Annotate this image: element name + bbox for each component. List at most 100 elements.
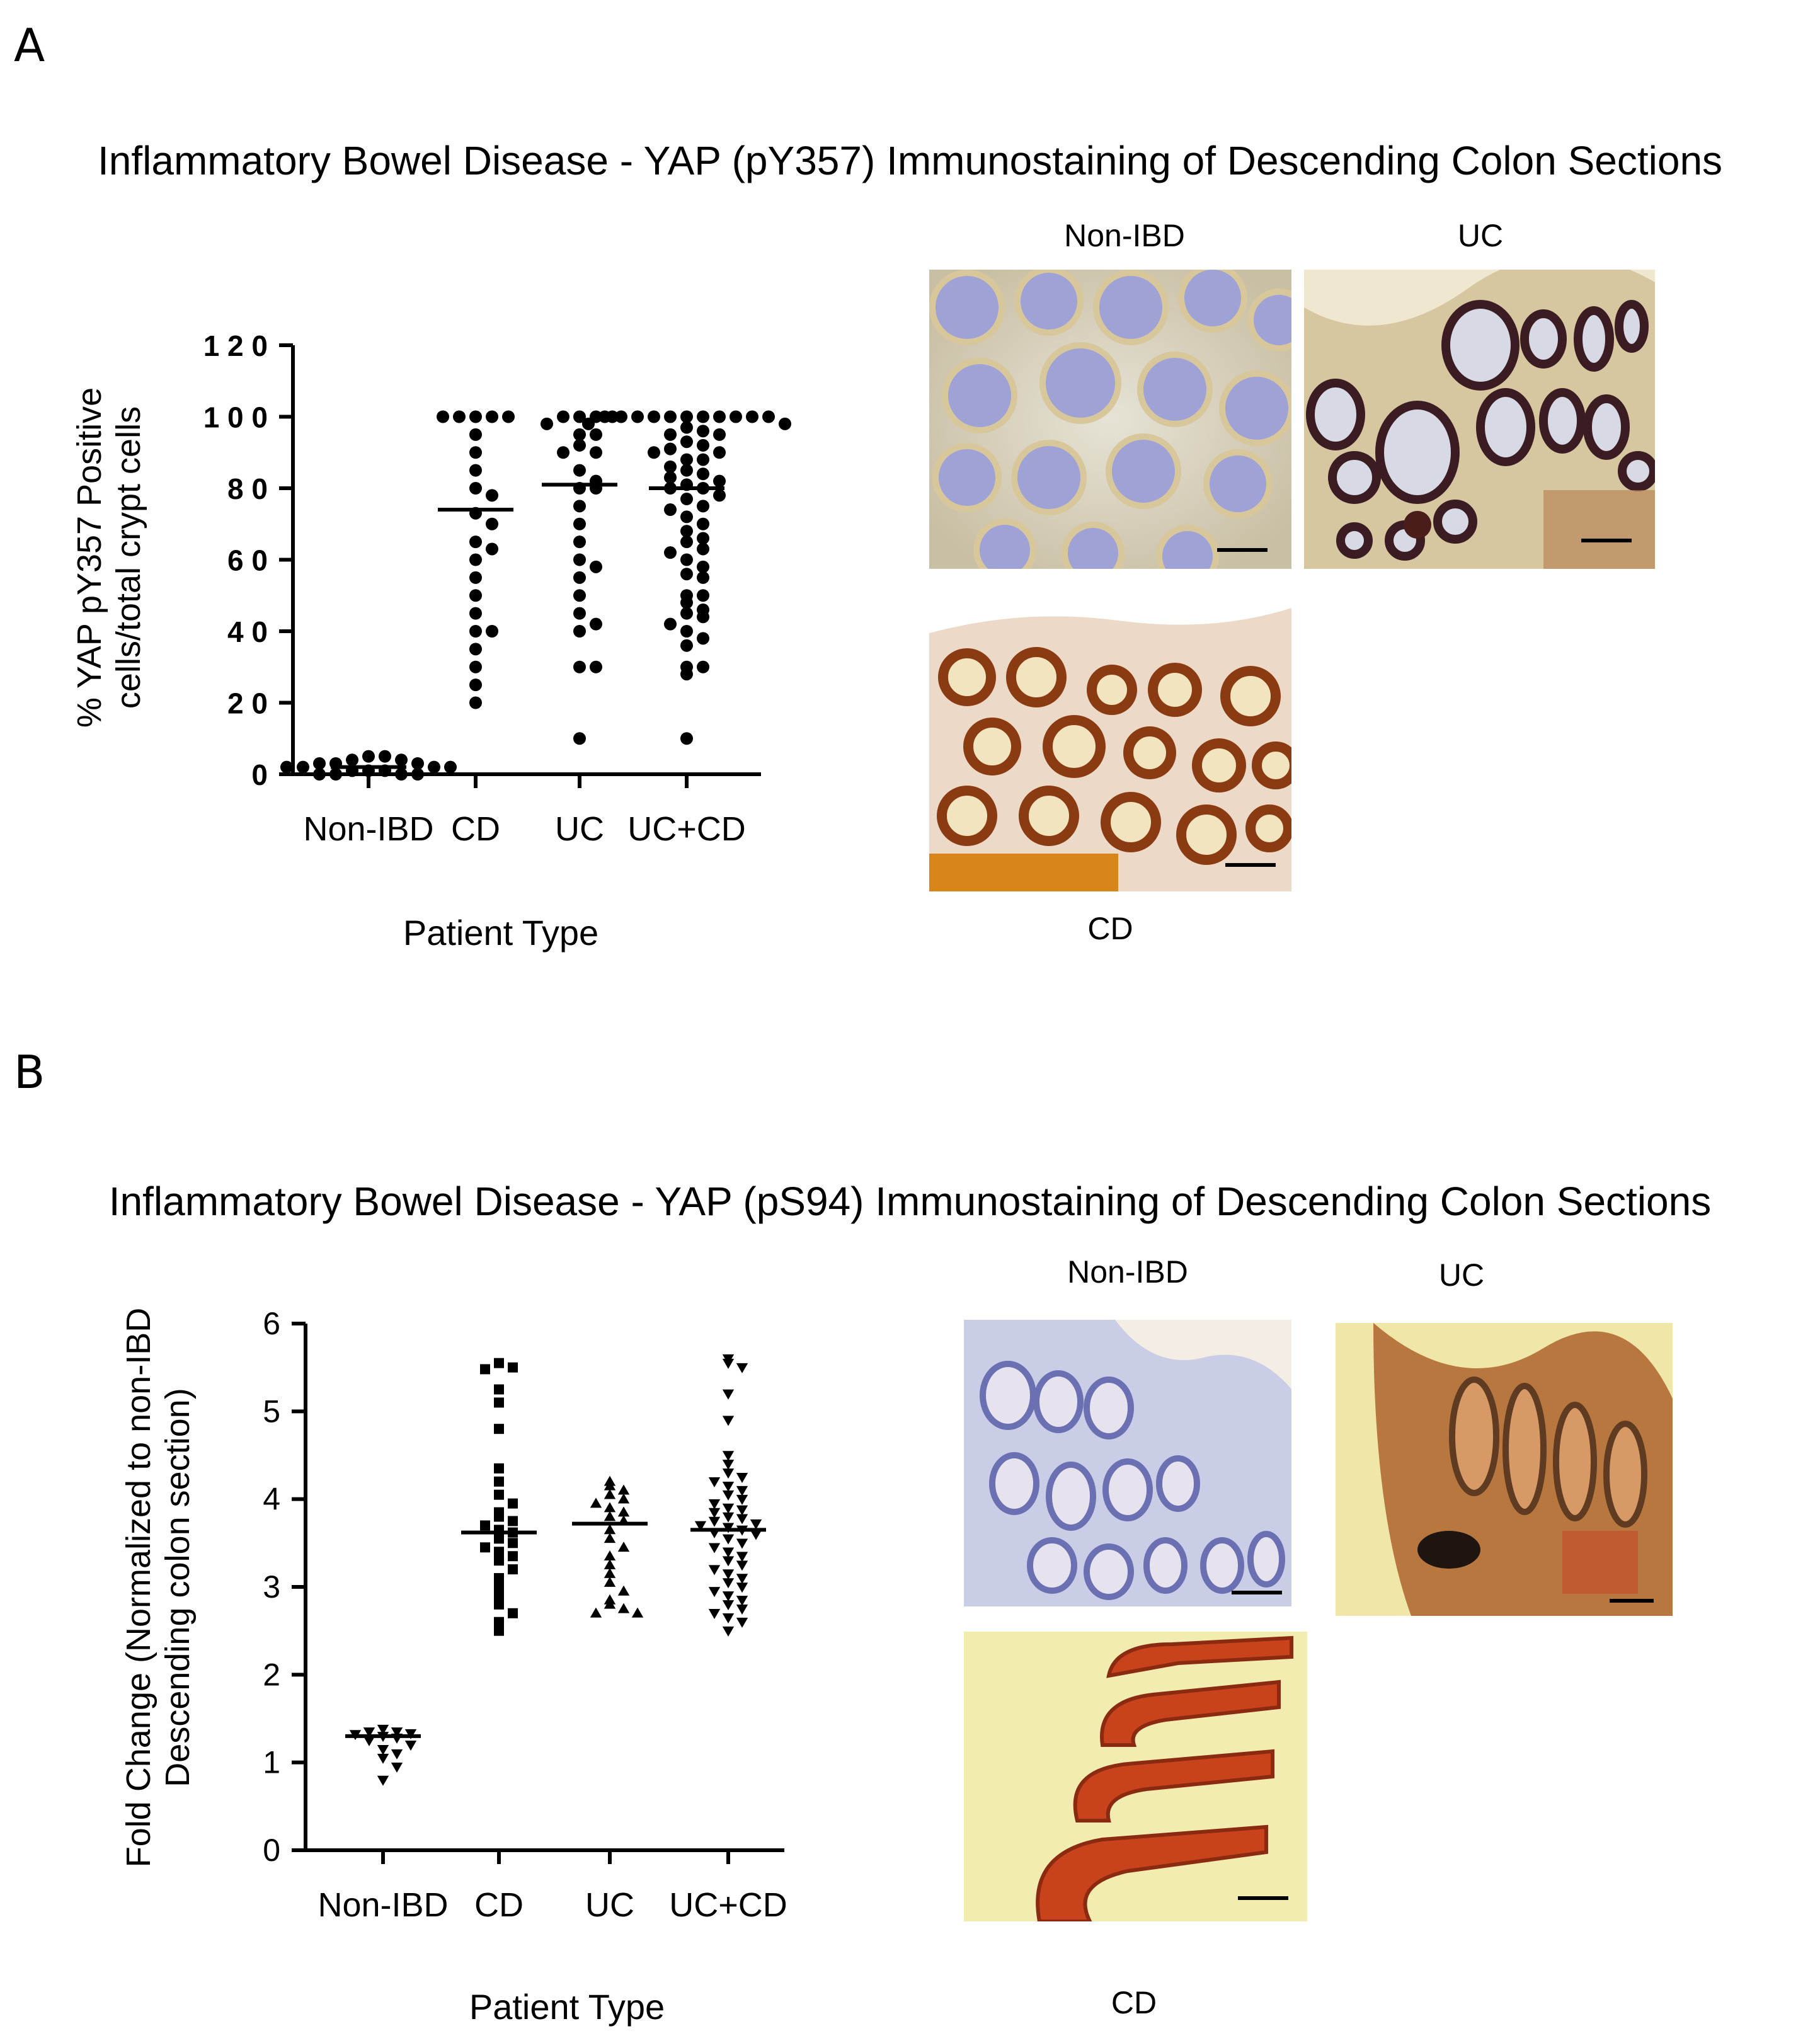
chartA-point-3-24	[664, 460, 677, 473]
chartB-point-1-29	[494, 1625, 504, 1636]
chartB-point-1-27	[508, 1608, 518, 1618]
chartB-point-3-20	[708, 1516, 721, 1527]
chartA-point-1-3	[502, 410, 515, 423]
chartB-point-3-40	[722, 1591, 735, 1602]
chartA-point-1-12	[469, 535, 482, 549]
chartA-point-1-14	[469, 553, 482, 566]
chartA-x-tick-label-3: UC+CD	[627, 810, 746, 848]
micrograph-b-cd-image	[964, 1632, 1307, 1921]
chartB-point-3-19	[736, 1514, 748, 1525]
chartA-point-2-26	[573, 732, 586, 745]
chartA-point-1-16	[469, 589, 482, 602]
chartB-point-3-15	[722, 1503, 735, 1514]
chartA-point-3-16	[713, 428, 726, 441]
micrograph-a-nonibd-scale-bar	[1217, 548, 1268, 552]
chartB-point-3-14	[708, 1499, 721, 1509]
chartA-point-3-15	[664, 428, 677, 441]
chartB-point-1-2	[480, 1364, 490, 1375]
chartB-x-tick-label-2: UC	[585, 1886, 634, 1924]
chartB-point-1-16	[494, 1533, 504, 1544]
micrograph-b-nonibd-label: Non-IBD	[1067, 1254, 1188, 1290]
chartA-x-tick-label-2: UC	[555, 810, 604, 848]
chartA-point-2-21	[573, 607, 586, 620]
chartB-point-3-33	[736, 1560, 748, 1571]
chartA-point-3-32	[713, 489, 726, 502]
chartA-point-3-6	[631, 410, 644, 423]
chartB-point-2-4	[617, 1493, 630, 1504]
chartB-point-3-11	[736, 1485, 748, 1496]
chartB-point-2-1	[604, 1480, 616, 1491]
chartB-point-3-1	[722, 1358, 735, 1369]
chartA-point-1-6	[469, 446, 482, 459]
chartB-point-1-19	[494, 1547, 504, 1557]
chartB-point-3-42	[722, 1600, 735, 1611]
chartB-point-1-28	[494, 1617, 504, 1627]
chartA-point-2-6	[590, 428, 602, 441]
chartB-point-3-37	[722, 1578, 735, 1589]
chartA-point-3-39	[697, 532, 709, 545]
chartA-point-1-23	[469, 696, 482, 709]
chartA-point-2-23	[573, 625, 586, 638]
chartA-point-0-8	[297, 760, 309, 774]
chartB-point-3-28	[736, 1538, 748, 1549]
chartA-point-0-0	[362, 750, 375, 763]
chartA-point-3-37	[697, 517, 709, 530]
chartB-point-3-16	[736, 1505, 748, 1516]
chartA-point-3-20	[713, 446, 726, 459]
chartA-point-1-2	[453, 410, 466, 423]
chartA-point-1-4	[437, 410, 449, 423]
chartB-y-tick-label-2: 2	[263, 1657, 280, 1692]
chartB-point-3-17	[708, 1508, 721, 1518]
chartB-point-2-6	[604, 1502, 616, 1513]
chartB-point-2-15	[604, 1567, 616, 1578]
micrograph-a-uc-scale-bar	[1581, 539, 1632, 542]
chartA-point-3-26	[697, 467, 709, 481]
chartB-point-3-31	[736, 1552, 748, 1562]
chartA-point-3-4	[648, 410, 660, 423]
chartB-point-1-17	[508, 1538, 518, 1548]
chartB-y-tick-label-5: 5	[263, 1393, 280, 1429]
chartB-y-tick-label-4: 4	[263, 1482, 280, 1517]
chartA-point-3-18	[697, 438, 709, 452]
chartB-point-3-27	[722, 1534, 735, 1545]
chartA-point-0-1	[379, 750, 391, 763]
chartB-point-1-0	[494, 1358, 504, 1368]
chartA-point-2-20	[573, 589, 586, 602]
chart-b: 0 1 2 3 4 5 6 Non-IBD CD UC UC+CD Patient Type Fo…	[120, 1306, 787, 2027]
chartA-point-1-11	[486, 517, 498, 530]
chartB-point-3-34	[708, 1565, 721, 1576]
chartA-point-3-13	[680, 421, 693, 434]
chartA-point-0-5	[411, 757, 424, 770]
chartA-point-1-21	[469, 660, 482, 673]
chartB-point-1-8	[494, 1489, 504, 1500]
chartA-point-0-2	[346, 753, 358, 767]
chartB-point-3-29	[708, 1543, 721, 1554]
chartB-point-3-35	[722, 1569, 735, 1580]
chartA-point-3-27	[664, 471, 677, 484]
chartB-point-2-21	[590, 1607, 602, 1618]
micrograph-b-cd-scale-bar	[1238, 1896, 1288, 1900]
chartB-y-tick-label-1: 1	[263, 1745, 280, 1780]
chartB-point-3-10	[722, 1481, 735, 1492]
chartA-point-3-44	[697, 560, 709, 573]
chartA-point-3-43	[680, 553, 693, 566]
chartB-point-2-5	[590, 1497, 602, 1508]
chartB-point-1-23	[494, 1573, 504, 1584]
chartB-point-1-4	[494, 1397, 504, 1408]
chartA-point-3-21	[648, 446, 660, 459]
chartB-point-1-3	[494, 1384, 504, 1395]
chartB-point-1-24	[494, 1582, 504, 1592]
chartB-point-1-11	[494, 1511, 504, 1522]
chartA-point-3-9	[762, 410, 775, 423]
chartA-point-1-18	[469, 625, 482, 638]
micrograph-b-uc-label: UC	[1438, 1257, 1485, 1293]
chartB-point-3-30	[722, 1547, 735, 1558]
micrograph-a-uc-image	[1304, 270, 1655, 569]
chartB-point-2-16	[604, 1576, 616, 1587]
chartA-point-0-16	[411, 768, 424, 781]
micrograph-b-cd-label: CD	[1111, 1985, 1157, 2020]
chartA-point-0-3	[395, 753, 408, 767]
chartA-y-tick-label-4: 8 0	[227, 472, 268, 505]
chartB-point-0-2	[363, 1727, 375, 1738]
chartA-point-0-14	[395, 768, 408, 781]
